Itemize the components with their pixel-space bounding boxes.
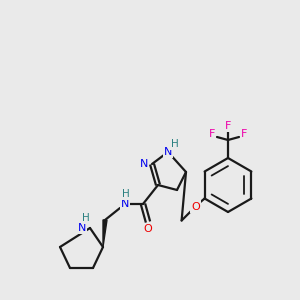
Text: H: H [122,189,130,199]
Text: N: N [140,159,148,169]
Text: N: N [78,223,86,233]
Text: F: F [225,121,231,131]
Text: H: H [171,139,179,149]
Text: H: H [82,213,90,223]
Text: O: O [144,224,152,234]
Text: N: N [164,147,172,157]
Text: O: O [191,202,200,212]
Text: N: N [121,199,129,209]
Text: F: F [209,129,215,139]
Text: F: F [241,129,247,139]
Polygon shape [103,220,107,247]
